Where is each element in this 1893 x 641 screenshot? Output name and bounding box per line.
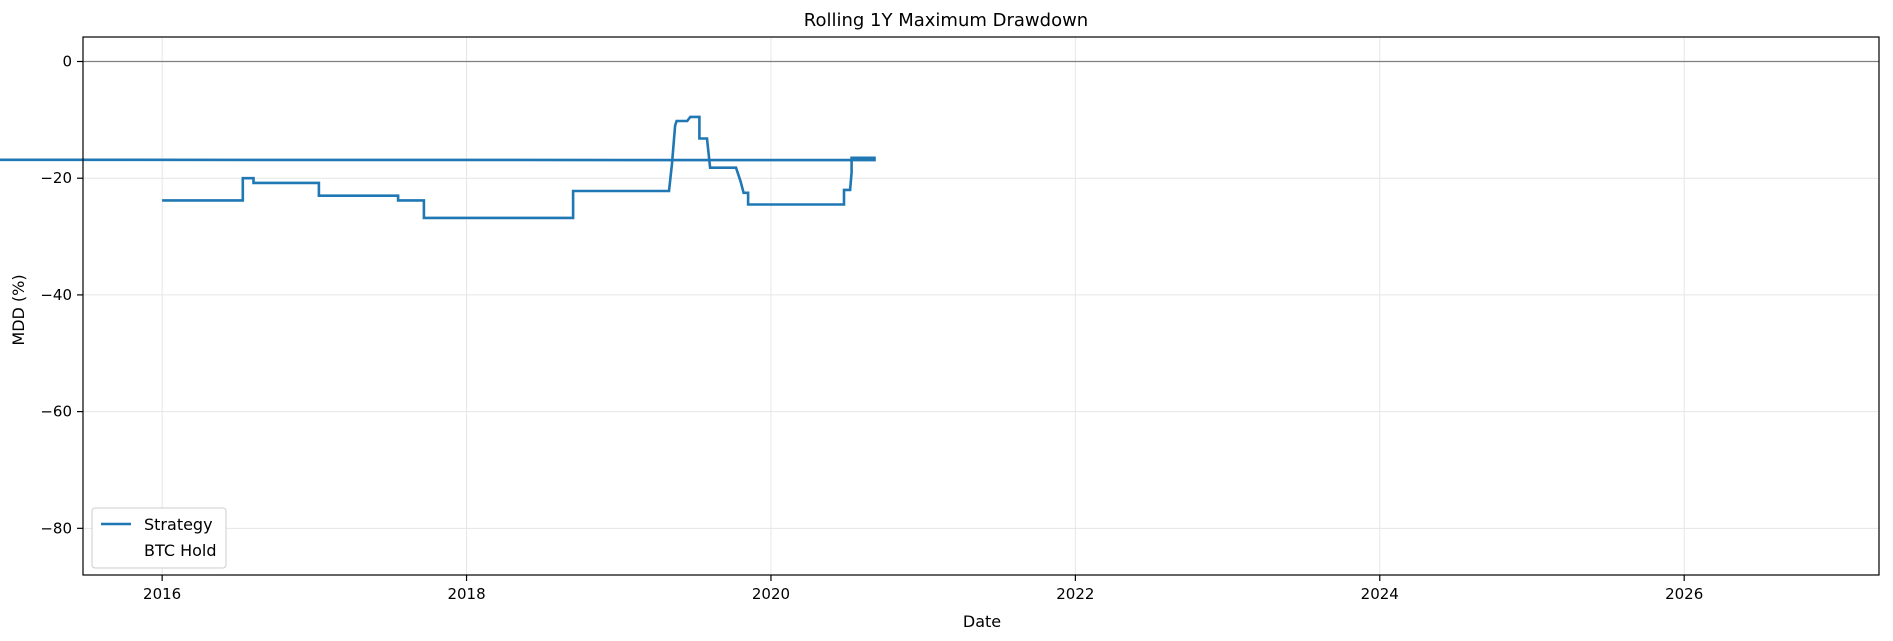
y-axis: 0 −20 −40 −60 −80 [40,53,83,537]
x-tick-label: 2018 [447,585,485,603]
y-axis-label: MDD (%) [9,274,28,345]
series-line-strategy [0,115,876,220]
chart-title: Rolling 1Y Maximum Drawdown [804,10,1088,31]
x-axis-label: Date [963,612,1001,631]
x-tick-label: 2020 [752,585,790,603]
x-axis: 2016 2018 2020 2022 2024 2026 [143,575,1703,603]
y-tick-label: −60 [40,403,72,421]
plot-frame [82,36,1880,576]
x-tick-label: 2026 [1665,585,1703,603]
x-tick-label: 2022 [1056,585,1094,603]
series-layer [0,115,876,220]
x-tick-label: 2024 [1361,585,1399,603]
y-tick-label: −20 [40,169,72,187]
y-tick-label: −40 [40,286,72,304]
x-tick-label: 2016 [143,585,181,603]
legend-label-strategy: Strategy [144,515,213,534]
y-tick-label: −80 [40,519,72,537]
legend: Strategy BTC Hold [91,507,227,569]
grid [83,37,1879,575]
legend-label-btc-hold: BTC Hold [144,541,217,560]
y-tick-label: 0 [62,53,72,71]
